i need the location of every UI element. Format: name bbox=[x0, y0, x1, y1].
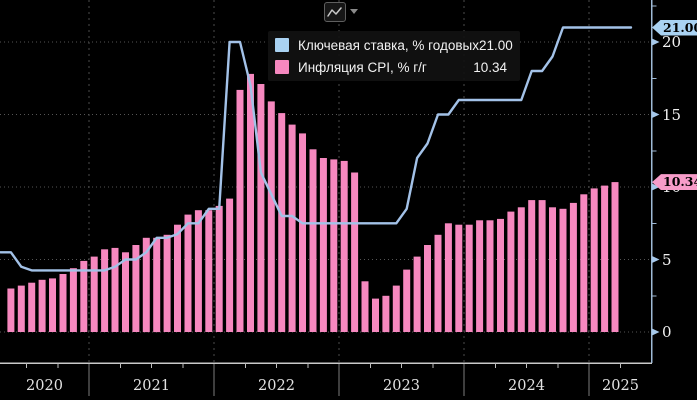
cpi-bar bbox=[507, 211, 515, 332]
cpi-bar bbox=[111, 247, 119, 332]
cpi-bar bbox=[403, 269, 411, 332]
y-tick-arrow-icon bbox=[652, 38, 660, 46]
cpi-bar bbox=[205, 210, 213, 332]
cpi-bar bbox=[569, 202, 577, 332]
cpi-bar bbox=[486, 220, 494, 332]
cpi-value: 10.34 bbox=[473, 59, 507, 75]
cpi-bar bbox=[80, 260, 88, 332]
cpi-bar bbox=[590, 188, 598, 332]
cpi-bar bbox=[455, 224, 463, 332]
cpi-bar bbox=[517, 207, 525, 332]
cpi-bar bbox=[413, 256, 421, 332]
key-rate-line bbox=[0, 26, 633, 272]
legend-item-cpi[interactable]: Инфляция CPI, % г/г 10.34 bbox=[268, 56, 520, 78]
x-axis-label: 2024 bbox=[508, 378, 545, 394]
cpi-bar bbox=[194, 210, 202, 332]
cpi-bar bbox=[465, 224, 473, 332]
cpi-bar bbox=[226, 198, 234, 332]
cpi-bar bbox=[184, 214, 192, 332]
cpi-bar bbox=[215, 205, 223, 332]
key-rate-swatch bbox=[275, 38, 289, 52]
cpi-bar bbox=[132, 245, 140, 332]
cpi-bar bbox=[142, 237, 150, 333]
y-tick-arrow-icon bbox=[652, 256, 660, 263]
cpi-bar bbox=[497, 218, 504, 332]
cpi-bar bbox=[59, 274, 67, 332]
cpi-axis-badge: 10.34 bbox=[652, 174, 697, 191]
x-axis-label: 2020 bbox=[26, 378, 63, 394]
x-axis-label: 2023 bbox=[383, 378, 420, 394]
x-axis-label: 2022 bbox=[258, 378, 295, 394]
chart-type-dropdown[interactable] bbox=[346, 4, 362, 18]
y-axis-label: 20 bbox=[662, 33, 682, 51]
cpi-bar bbox=[174, 224, 181, 332]
x-axis-label: 2025 bbox=[602, 378, 639, 394]
cpi-bar bbox=[434, 234, 442, 332]
cpi-bar bbox=[28, 282, 36, 332]
cpi-bar bbox=[7, 288, 15, 332]
cpi-bar bbox=[236, 89, 244, 333]
cpi-bar bbox=[611, 182, 619, 332]
caret-down-icon bbox=[350, 8, 358, 14]
x-axis-label: 2021 bbox=[133, 378, 170, 394]
cpi-bar bbox=[163, 234, 171, 332]
key-rate-label: Ключевая ставка, % годовых bbox=[298, 37, 479, 53]
cpi-bar bbox=[538, 200, 546, 332]
chart-type-button[interactable] bbox=[324, 2, 346, 22]
cpi-bar bbox=[122, 252, 129, 333]
cpi-bar bbox=[288, 124, 296, 332]
cpi-swatch bbox=[275, 60, 289, 74]
cpi-label: Инфляция CPI, % г/г bbox=[298, 59, 427, 75]
cpi-bar bbox=[601, 185, 609, 332]
key-rate-axis-badge: 21.00 bbox=[652, 19, 697, 36]
cpi-bar bbox=[309, 149, 317, 332]
cpi-bar bbox=[330, 159, 338, 332]
cpi-bar bbox=[444, 223, 452, 333]
y-axis-label: 0 bbox=[662, 323, 672, 341]
cpi-bar bbox=[267, 101, 275, 333]
cpi-bar bbox=[340, 160, 348, 332]
cpi-bar bbox=[351, 172, 359, 332]
legend-item-key-rate[interactable]: Ключевая ставка, % годовых 21.00 bbox=[268, 34, 520, 56]
cpi-bar bbox=[580, 194, 588, 333]
cpi-bar bbox=[319, 158, 327, 332]
cpi-bar bbox=[424, 245, 431, 332]
cpi-bar bbox=[476, 220, 484, 332]
cpi-bar bbox=[153, 237, 161, 333]
cpi-bar bbox=[299, 133, 306, 332]
legend: Ключевая ставка, % годовых 21.00 Инфляци… bbox=[268, 31, 520, 81]
y-tick-arrow-icon bbox=[652, 183, 660, 191]
cpi-bar bbox=[17, 285, 25, 332]
cpi-bar bbox=[38, 279, 46, 332]
cpi-bar bbox=[528, 200, 536, 332]
y-tick-arrow-icon bbox=[652, 111, 660, 118]
cpi-bar bbox=[278, 113, 286, 332]
cpi-bar bbox=[372, 298, 379, 332]
y-axis-label: 15 bbox=[662, 105, 682, 124]
key-rate-value: 21.00 bbox=[478, 37, 513, 53]
cpi-bar bbox=[101, 249, 109, 332]
cpi-bar bbox=[361, 281, 369, 333]
cpi-bar bbox=[257, 84, 265, 332]
cpi-bar bbox=[69, 268, 77, 332]
y-axis-label: 5 bbox=[662, 250, 672, 269]
cpi-bar bbox=[90, 256, 98, 332]
cpi-bar bbox=[382, 295, 390, 333]
y-tick-arrow-icon bbox=[652, 328, 660, 336]
cpi-bar bbox=[49, 278, 56, 332]
cpi-bar bbox=[247, 73, 254, 333]
cpi-bar bbox=[392, 285, 400, 332]
cpi-bar bbox=[559, 208, 567, 333]
line-chart-icon bbox=[327, 7, 342, 17]
cpi-bar bbox=[549, 207, 556, 332]
